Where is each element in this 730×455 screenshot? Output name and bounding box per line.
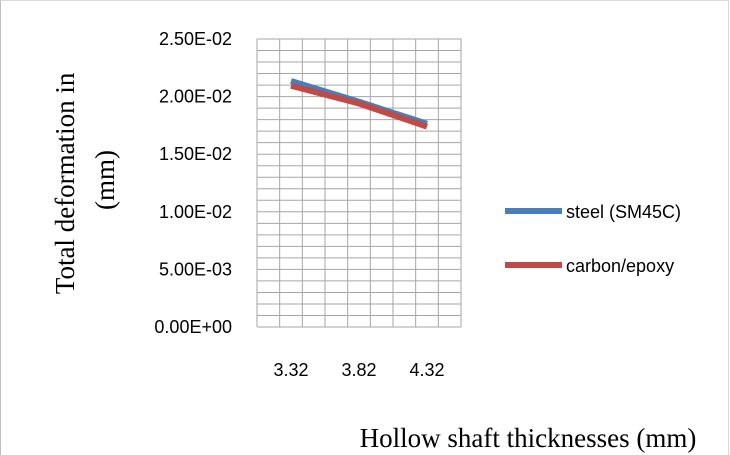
series-lines: [290, 78, 428, 130]
y-axis-tick-labels: 0.00E+00 5.00E-03 1.00E-02 1.50E-02 2.00E-02…: [154, 29, 232, 337]
y-axis-title-line-2: (mm): [90, 150, 120, 210]
y-tick-label: 2.50E-02: [159, 29, 232, 49]
y-axis-title-line-1: Total deformation in: [50, 72, 80, 294]
series-line-1: [290, 82, 428, 130]
legend: steel (SM45C) carbon/epoxy: [505, 202, 681, 276]
y-axis-title: Total deformation in (mm): [50, 66, 120, 294]
x-axis-title: Hollow shaft thicknesses (mm): [360, 423, 697, 453]
y-tick-label: 0.00E+00: [154, 317, 232, 337]
x-tick-label: 3.32: [273, 360, 308, 380]
plot-grid: [256, 38, 462, 328]
legend-label-carbon-epoxy: carbon/epoxy: [566, 256, 674, 276]
x-tick-label: 4.32: [409, 360, 444, 380]
y-tick-label: 1.50E-02: [159, 144, 232, 164]
y-tick-label: 2.00E-02: [159, 87, 232, 107]
x-axis-tick-labels: 3.32 3.82 4.32: [273, 360, 444, 380]
y-tick-label: 5.00E-03: [159, 259, 232, 279]
x-tick-label: 3.82: [341, 360, 376, 380]
y-tick-label: 1.00E-02: [159, 202, 232, 222]
legend-label-steel: steel (SM45C): [566, 202, 681, 222]
